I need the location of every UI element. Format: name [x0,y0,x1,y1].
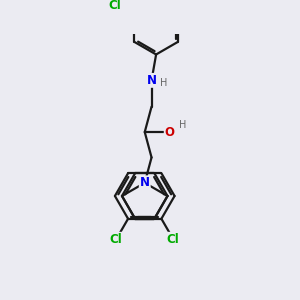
Text: N: N [146,74,157,87]
Text: Cl: Cl [167,233,180,246]
Text: N: N [140,176,150,189]
Text: Cl: Cl [109,0,122,12]
Text: O: O [165,125,175,139]
Text: H: H [160,78,167,88]
Text: Cl: Cl [110,233,123,246]
Text: H: H [179,121,187,130]
